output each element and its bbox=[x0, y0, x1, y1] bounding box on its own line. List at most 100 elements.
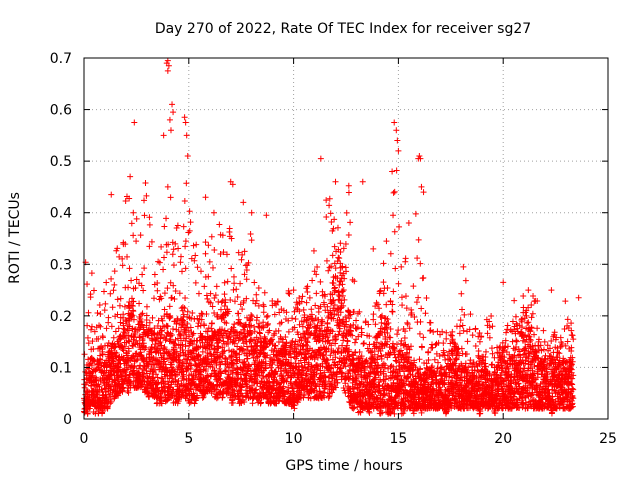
data-point bbox=[125, 337, 132, 344]
data-point bbox=[336, 255, 343, 262]
data-point bbox=[231, 280, 238, 287]
data-point bbox=[126, 338, 133, 345]
data-point bbox=[147, 346, 154, 353]
data-point bbox=[125, 332, 132, 339]
data-point bbox=[101, 288, 108, 295]
data-point bbox=[181, 305, 188, 312]
data-point bbox=[261, 289, 268, 296]
data-point bbox=[133, 238, 140, 245]
data-point bbox=[183, 180, 190, 187]
data-point bbox=[122, 198, 129, 205]
data-point bbox=[130, 367, 137, 374]
data-point bbox=[163, 215, 170, 222]
data-point bbox=[180, 371, 187, 378]
data-point bbox=[204, 295, 211, 302]
data-point bbox=[182, 243, 189, 250]
data-point bbox=[425, 349, 432, 356]
data-point bbox=[427, 319, 434, 326]
data-point bbox=[157, 339, 164, 346]
data-point bbox=[140, 287, 147, 294]
data-point bbox=[216, 221, 223, 228]
data-point bbox=[247, 230, 254, 237]
data-point bbox=[126, 265, 133, 272]
data-point bbox=[187, 365, 194, 372]
data-point bbox=[130, 336, 137, 343]
data-point bbox=[239, 306, 246, 313]
data-point bbox=[141, 378, 148, 385]
data-point bbox=[179, 358, 186, 365]
data-point bbox=[191, 400, 198, 407]
data-point bbox=[143, 192, 150, 199]
data-point bbox=[107, 396, 114, 403]
data-point bbox=[415, 236, 422, 243]
data-point bbox=[180, 383, 187, 390]
data-point bbox=[172, 240, 179, 247]
data-point bbox=[389, 340, 396, 347]
data-point bbox=[459, 306, 466, 313]
data-point bbox=[233, 286, 240, 293]
data-point bbox=[121, 326, 128, 333]
data-point bbox=[351, 339, 358, 346]
data-point bbox=[125, 284, 132, 291]
data-point bbox=[170, 246, 177, 253]
data-point bbox=[187, 338, 194, 345]
data-point bbox=[325, 337, 332, 344]
data-point bbox=[313, 271, 320, 278]
data-point bbox=[202, 239, 209, 246]
data-point bbox=[96, 394, 103, 401]
data-point bbox=[140, 373, 147, 380]
data-point bbox=[154, 280, 161, 287]
data-point bbox=[85, 309, 92, 316]
data-point bbox=[194, 323, 201, 330]
data-point bbox=[90, 287, 97, 294]
data-point bbox=[221, 291, 228, 298]
data-point bbox=[182, 355, 189, 362]
data-point bbox=[255, 285, 262, 292]
data-point bbox=[326, 393, 333, 400]
data-point bbox=[170, 347, 177, 354]
data-point bbox=[181, 318, 188, 325]
data-point bbox=[342, 264, 349, 271]
data-point bbox=[154, 287, 161, 294]
data-point bbox=[420, 274, 427, 281]
data-point bbox=[326, 202, 333, 209]
data-point bbox=[114, 311, 121, 318]
data-point bbox=[458, 290, 465, 297]
data-point bbox=[402, 293, 409, 300]
data-point bbox=[300, 306, 307, 313]
data-point bbox=[116, 253, 123, 260]
data-point bbox=[116, 337, 123, 344]
data-point bbox=[189, 341, 196, 348]
data-point bbox=[179, 268, 186, 275]
data-point bbox=[88, 323, 95, 330]
data-point bbox=[260, 301, 267, 308]
data-point bbox=[180, 311, 187, 318]
data-point bbox=[149, 375, 156, 382]
data-point bbox=[82, 368, 89, 375]
data-point bbox=[140, 342, 147, 349]
data-point bbox=[177, 332, 184, 339]
data-point bbox=[329, 252, 336, 259]
data-point bbox=[177, 259, 184, 266]
data-point bbox=[345, 189, 352, 196]
data-point bbox=[97, 355, 104, 362]
data-point bbox=[184, 308, 191, 315]
data-point bbox=[139, 371, 146, 378]
data-point bbox=[122, 369, 129, 376]
data-point bbox=[383, 301, 390, 308]
data-point bbox=[141, 212, 148, 219]
data-point bbox=[120, 384, 127, 391]
data-point bbox=[253, 291, 260, 298]
data-point bbox=[398, 294, 405, 301]
data-point bbox=[208, 233, 215, 240]
data-point bbox=[187, 219, 194, 226]
data-point bbox=[186, 333, 193, 340]
data-point bbox=[148, 238, 155, 245]
data-point bbox=[170, 350, 177, 357]
data-point bbox=[149, 368, 156, 375]
data-point bbox=[174, 315, 181, 322]
data-point bbox=[180, 223, 187, 230]
data-point bbox=[133, 357, 140, 364]
data-point bbox=[168, 331, 175, 338]
